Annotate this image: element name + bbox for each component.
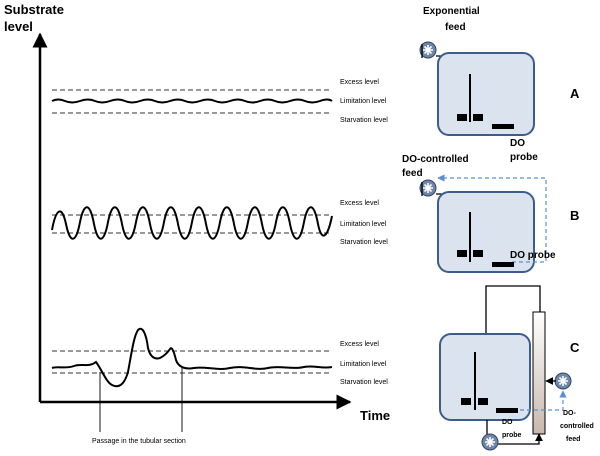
do-probe-c [496,408,518,413]
starvation-label-b: Starvation level [340,239,388,246]
levels-c: Excess level Limitation level Starvation… [51,327,388,388]
impeller-blade-right-c [478,398,488,405]
impeller-blade-left-b [457,250,467,257]
feed-label-c-line1: DO- [563,410,577,417]
probe-label-b: DO probe [510,250,556,261]
probe-label-a-line2: probe [510,152,538,163]
feed-label-b-line1: DO-controlled [402,154,469,165]
control-signal-b [437,174,547,263]
excess-label-c: Excess level [340,341,379,348]
reactor-c: DO probe DO- controlled feed C [439,285,594,451]
reactor-a: Exponential feed DO probe A [419,6,580,163]
passage-label: Passage in the tubular section [92,438,186,445]
vessel-c [439,333,531,421]
recirculation-line-top [482,285,541,351]
excess-label-b: Excess level [340,200,379,207]
feed-label-b-line2: feed [402,168,423,179]
substrate-curve-c [51,327,333,388]
limitation-label-a: Limitation level [340,98,387,105]
pump-icon-c-bottom [481,433,499,451]
feed-label-a-line1: Exponential [423,6,480,17]
reactor-b: DO-controlled feed DO probe B [402,154,579,273]
pump-icon-c-feed [554,372,572,390]
feed-label-c-line3: feed [566,436,580,443]
substrate-curve-b [51,206,333,240]
y-axis-label-line1: Substrate [4,2,64,17]
panel-letter-c: C [570,340,580,355]
impeller-blade-left-c [461,398,471,405]
panel-letter-a: A [570,86,580,101]
y-axis-label-line2: level [4,19,33,34]
tubular-section [532,311,546,435]
impeller-blade-right-a [473,114,483,121]
probe-label-c-line2: probe [502,432,522,439]
feed-label-c-line2: controlled [560,423,594,430]
panel-letter-b: B [570,208,579,223]
impeller-blade-left-a [457,114,467,121]
vessel-a [437,52,535,136]
substrate-curve-a [51,98,333,104]
substrate-plot: Substrate level Time Excess level Limita… [4,2,390,445]
do-probe-b [492,262,514,267]
limitation-label-c: Limitation level [340,361,387,368]
excess-label-a: Excess level [340,79,379,86]
do-probe-a [492,124,514,129]
levels-a: Excess level Limitation level Starvation… [51,79,388,124]
starvation-label-c: Starvation level [340,379,388,386]
limitation-label-b: Limitation level [340,221,387,228]
feed-label-a-line2: feed [445,22,466,33]
x-axis-label: Time [360,408,390,423]
impeller-blade-right-b [473,250,483,257]
probe-label-a-line1: DO [510,138,525,149]
control-signal-c [520,390,567,411]
levels-b: Excess level Limitation level Starvation… [51,200,388,246]
starvation-label-a: Starvation level [340,117,388,124]
probe-label-c-line1: DO [502,419,513,426]
